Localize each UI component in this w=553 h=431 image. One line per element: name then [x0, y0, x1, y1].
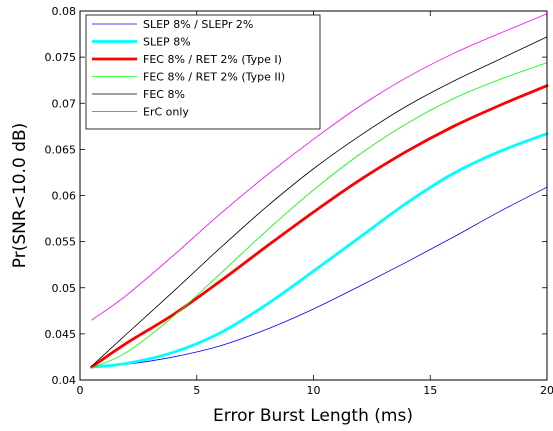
y-tick-label: 0.05 [52, 282, 77, 295]
y-tick-label: 0.055 [45, 236, 77, 249]
legend-label-3: FEC 8% / RET 2% (Type I) [143, 53, 282, 66]
y-tick-label: 0.06 [52, 190, 77, 203]
y-tick-label: 0.07 [52, 97, 77, 110]
x-tick-label: 10 [307, 384, 321, 397]
legend-box [85, 14, 321, 130]
legend-label-1: SLEP 8% / SLEPr 2% [143, 18, 253, 31]
y-tick-label: 0.045 [45, 328, 77, 341]
legend-items: SLEP 8% / SLEPr 2% SLEP 8% FEC 8% / RET 2%… [92, 18, 285, 119]
x-axis-title: Error Burst Length (ms) [213, 406, 413, 426]
y-tick-label: 0.065 [45, 143, 77, 156]
x-tick-label: 5 [193, 384, 200, 397]
legend-label-5: FEC 8% [143, 88, 185, 101]
x-tick-label: 20 [540, 384, 553, 397]
y-tick-label: 0.04 [52, 374, 77, 387]
series-line-6 [91, 13, 548, 321]
y-tick-label: 0.075 [45, 51, 77, 64]
plot-frame [79, 10, 548, 381]
series-line-4 [91, 62, 548, 369]
y-axis-title: Pr(SNR<10.0 dB) [10, 123, 30, 268]
series-line-5 [91, 36, 548, 367]
series-layer [90, 13, 549, 369]
legend-label-4: FEC 8% / RET 2% (Type II) [143, 71, 285, 84]
legend: SLEP 8% / SLEPr 2% SLEP 8% FEC 8% / RET 2%… [85, 14, 321, 130]
x-tick-label: 0 [77, 384, 84, 397]
legend-label-2: SLEP 8% [143, 36, 191, 49]
y-tick-label: 0.08 [52, 5, 77, 18]
series-line-3 [90, 84, 549, 369]
legend-label-6: ErC only [143, 106, 189, 119]
series-line-1 [91, 186, 548, 368]
x-tick-label: 15 [423, 384, 437, 397]
series-line-2 [90, 132, 549, 369]
